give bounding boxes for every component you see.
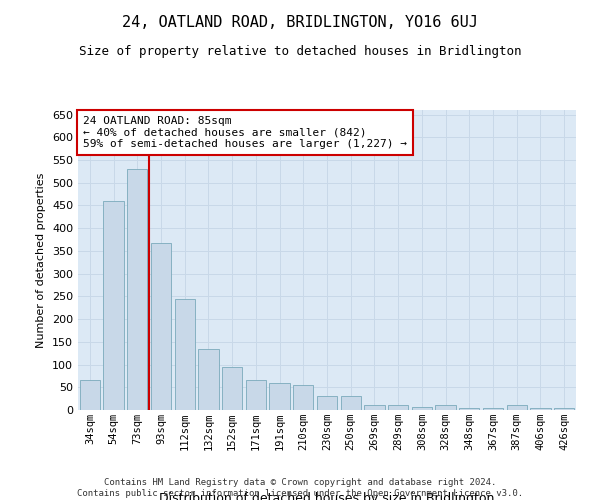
Bar [175, 298, 195, 410]
Text: 24, OATLAND ROAD, BRIDLINGTON, YO16 6UJ: 24, OATLAND ROAD, BRIDLINGTON, YO16 6UJ [122, 15, 478, 30]
Y-axis label: Number of detached properties: Number of detached properties [37, 172, 46, 348]
Bar [388, 404, 408, 410]
Bar [436, 404, 455, 410]
Bar [269, 382, 290, 410]
Bar [127, 169, 148, 410]
Bar [80, 380, 100, 410]
Text: 24 OATLAND ROAD: 85sqm
← 40% of detached houses are smaller (842)
59% of semi-de: 24 OATLAND ROAD: 85sqm ← 40% of detached… [83, 116, 407, 149]
Bar [222, 367, 242, 410]
X-axis label: Distribution of detached houses by size in Bridlington: Distribution of detached houses by size … [160, 492, 494, 500]
Text: Contains HM Land Registry data © Crown copyright and database right 2024.
Contai: Contains HM Land Registry data © Crown c… [77, 478, 523, 498]
Bar [341, 396, 361, 410]
Bar [103, 201, 124, 410]
Bar [483, 408, 503, 410]
Bar [317, 396, 337, 410]
Bar [364, 404, 385, 410]
Bar [530, 408, 551, 410]
Bar [459, 408, 479, 410]
Bar [246, 380, 266, 410]
Bar [412, 407, 432, 410]
Bar [506, 406, 527, 410]
Bar [293, 385, 313, 410]
Bar [199, 348, 218, 410]
Bar [151, 242, 171, 410]
Bar [554, 408, 574, 410]
Text: Size of property relative to detached houses in Bridlington: Size of property relative to detached ho… [79, 45, 521, 58]
